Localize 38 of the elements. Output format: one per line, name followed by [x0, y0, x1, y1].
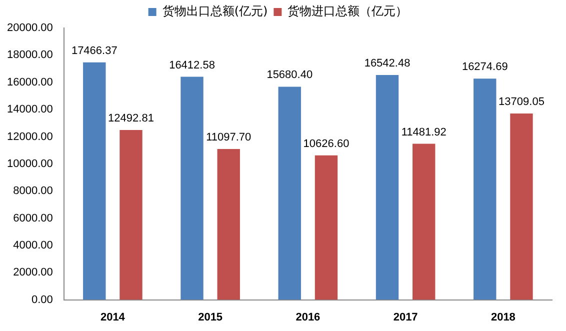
data-label: 16274.69 — [462, 61, 508, 74]
x-tick-label: 2018 — [490, 311, 516, 324]
bar — [474, 78, 496, 300]
data-label: 12492.81 — [108, 112, 154, 125]
data-label: 11481.92 — [401, 126, 446, 138]
data-label: 11097.70 — [206, 132, 252, 144]
bar — [278, 86, 301, 300]
data-label: 16412.58 — [169, 59, 215, 72]
y-tick-label: 10000.00 — [6, 158, 53, 170]
y-tick-label: 4000.00 — [13, 239, 53, 252]
y-tick-label: 8000.00 — [13, 185, 53, 198]
data-label: 17466.37 — [71, 44, 118, 57]
y-tick-label: 6000.00 — [13, 212, 53, 224]
bar — [510, 113, 533, 300]
data-label: 10626.60 — [303, 138, 350, 150]
data-label: 15680.40 — [266, 69, 313, 82]
y-tick-label: 14000.00 — [6, 104, 53, 116]
y-tick-label: 2000.00 — [13, 266, 53, 279]
y-tick-label: 18000.00 — [6, 49, 53, 62]
x-tick-label: 2017 — [393, 311, 418, 324]
legend-label: 货物出口总额(亿元) — [162, 4, 268, 18]
x-tick-label: 2015 — [198, 311, 223, 324]
y-tick-label: 12000.00 — [6, 130, 53, 143]
legend-label: 货物进口总额（亿元） — [288, 4, 408, 18]
x-tick-label: 2016 — [296, 311, 320, 324]
data-label: 16542.48 — [364, 58, 410, 70]
y-tick-label: 0.00 — [31, 294, 53, 306]
bar — [217, 148, 240, 300]
data-label: 13709.05 — [498, 96, 544, 108]
bar — [376, 74, 399, 300]
bar — [180, 76, 204, 300]
bar — [314, 155, 338, 300]
bar — [83, 62, 106, 300]
y-tick-label: 16000.00 — [6, 76, 53, 88]
bar — [120, 130, 142, 300]
x-tick-label: 2014 — [100, 311, 126, 324]
y-tick-label: 20000.00 — [6, 22, 53, 34]
bar — [412, 144, 436, 300]
